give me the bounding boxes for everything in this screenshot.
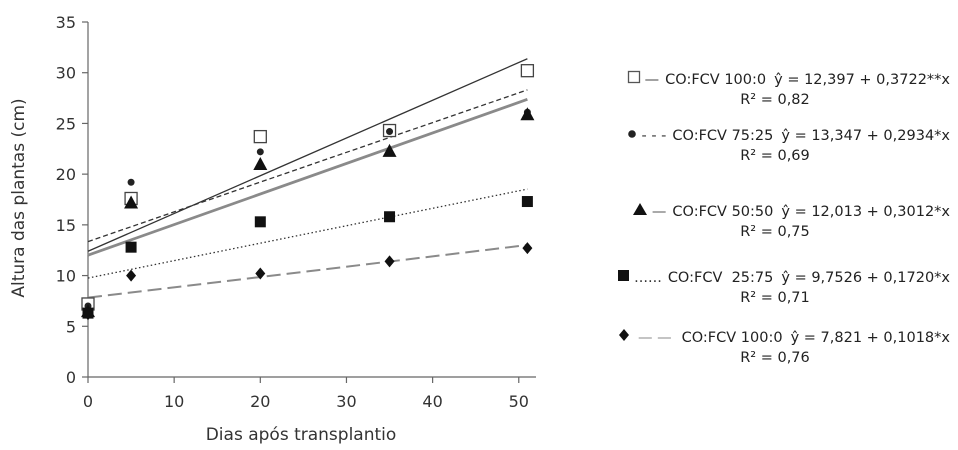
legend-entry-1: — CO:FCV 100:0 ŷ = 12,397 + 0,3722**x R²… [560,70,950,110]
y-axis-label: Altura das plantas (cm) [9,98,29,297]
data-points [81,64,535,321]
legend-entry-2: - - - CO:FCV 75:25 ŷ = 13,347 + 0,2934*x… [560,126,950,166]
legend-line-glyph: ...... [634,270,662,286]
trend-line-3 [87,98,528,257]
y-tick-label: 35 [56,13,76,32]
data-point-s4-2 [125,241,137,253]
legend-r2: R² = 0,75 [740,224,810,240]
data-point-s2-2 [127,178,135,186]
data-point-s5-3 [255,267,266,280]
x-tick-label: 0 [83,392,93,411]
data-point-s5-1 [83,308,93,321]
x-axis-label: Dias após transplantio [206,425,397,445]
data-point-s3-3 [253,157,268,170]
data-point-s5-2 [126,269,137,282]
trend-line-5 [87,244,528,299]
data-point-s4-5 [521,196,533,208]
trend-line-1 [87,58,528,252]
data-point-s5-4 [384,255,395,268]
trend-lines [87,58,528,299]
y-tick-label: 5 [66,317,76,336]
legend-r2: R² = 0,82 [740,92,810,108]
legend-series-name: CO:FCV 25:75 [667,270,774,286]
data-point-s4-3 [254,216,266,228]
legend-line-glyph: - - - [641,128,667,144]
diamond-icon [618,328,630,348]
legend-equation: ŷ = 12,397 + 0,3722**x [774,72,950,88]
legend-equation: ŷ = 13,347 + 0,2934*x [781,128,950,144]
y-tick-label: 0 [66,368,76,387]
square-icon [617,268,630,288]
triangle-icon [632,202,648,222]
legend-r2: R² = 0,76 [740,350,810,366]
legend-entry-4: ...... CO:FCV 25:75 ŷ = 9,7526 + 0,1720*… [560,268,950,308]
legend-equation: ŷ = 9,7526 + 0,1720*x [781,270,950,286]
x-tick-label: 20 [250,392,270,411]
data-point-s5-5 [522,242,533,255]
legend-line-glyph: — [651,204,667,220]
legend-equation: ŷ = 12,013 + 0,3012*x [781,204,950,220]
axes: 0 5 10 15 20 25 30 35 0 10 20 30 40 50 [56,13,536,411]
y-tick-label: 20 [56,165,76,184]
legend-r2: R² = 0,69 [740,148,810,164]
legend-series-name: CO:FCV 100:0 [681,330,783,346]
data-point-s3-4 [382,143,397,157]
legend-line-glyph: — — [638,330,672,346]
data-point-s2-4 [386,128,394,136]
legend-r2: R² = 0,71 [740,290,810,306]
y-tick-label: 30 [56,64,76,83]
data-point-s4-4 [384,211,396,223]
y-tick-label: 15 [56,216,76,235]
x-tick-label: 30 [336,392,356,411]
legend-series-name: CO:FCV 100:0 [665,72,767,88]
data-point-s2-3 [256,148,264,156]
x-tick-label: 10 [164,392,184,411]
legend-series-name: CO:FCV 75:25 [672,128,774,144]
data-point-s3-2 [124,195,139,209]
y-tick-label: 10 [56,267,76,286]
data-point-s1-3 [253,129,267,144]
x-tick-label: 40 [422,392,442,411]
open-square-icon [627,70,641,90]
circle-icon [626,126,638,146]
data-point-s1-5 [520,64,535,78]
trend-line-4 [87,188,528,279]
legend-equation: ŷ = 7,821 + 0,1018*x [790,330,950,346]
legend-series-name: CO:FCV 50:50 [672,204,774,220]
legend-entry-5: — — CO:FCV 100:0 ŷ = 7,821 + 0,1018*x R²… [560,328,950,368]
x-tick-label: 50 [509,392,529,411]
data-point-s3-5 [520,107,535,121]
legend-entry-3: — CO:FCV 50:50 ŷ = 12,013 + 0,3012*x R² … [560,202,950,242]
trend-line-2 [87,89,528,243]
y-tick-label: 25 [56,114,76,133]
legend-line-glyph: — [644,72,660,88]
